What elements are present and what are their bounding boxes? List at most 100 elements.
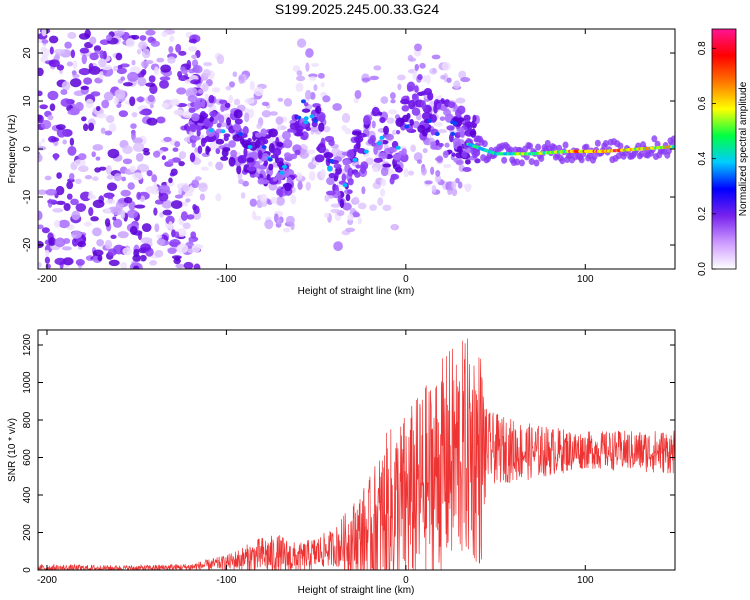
spectrogram-cell [399,153,409,163]
spectrogram-cell [360,164,367,174]
spectrogram-heatmap [38,29,675,269]
spectrogram-cell [451,188,458,197]
spectrogram-cell [113,244,125,255]
spectrogram-cell [421,111,432,121]
spectrogram-cell [320,82,325,88]
spectrogram-cell [257,149,263,160]
spectrogram-cell [325,190,336,196]
spectrogram-cell [208,128,214,133]
spectrogram-cell [197,145,203,154]
spectrogram-cell [276,141,284,147]
spectrogram-cell [161,31,168,38]
spectrogram-cell [437,142,444,147]
spectrogram-cell [53,49,66,55]
spectrogram-cell [403,168,409,178]
spectrogram-cell [317,143,327,154]
spectrogram-cell [249,198,257,207]
spectrogram-ytick-label: -20 [22,237,33,252]
spectrogram-cell [115,52,123,61]
spectrogram-cell [306,149,316,155]
spectrogram-cell [48,59,60,68]
spectrogram-cell [117,231,129,239]
spectrogram-cell [139,110,149,115]
spectrogram-cell [267,157,273,162]
spectrogram-cell [75,259,85,266]
spectrogram-cell [535,143,542,151]
spectrogram-cell [442,163,452,169]
spectrogram-cell [464,159,471,165]
spectrogram-cell [436,103,442,110]
spectrogram-cell [412,70,418,81]
spectrogram-cell [357,147,366,154]
spectrogram-cell [189,152,196,163]
spectrogram-cell [382,163,392,168]
snr-xtick-label: -100 [216,575,236,586]
spectrogram-cell [533,159,540,167]
spectrogram-cell [122,247,132,256]
spectrogram-cell [171,157,181,163]
spectrogram-cell [136,191,142,200]
spectrogram-cell [186,59,192,70]
spectrogram-cell [341,112,351,123]
spectrogram-cell [70,49,76,59]
snr-series-line [37,338,676,572]
spectrogram-cell [392,153,402,161]
spectrogram-cell [208,94,215,104]
spectrogram-cell [183,261,194,269]
spectrogram-cell [371,120,376,129]
snr-xtick-label: 100 [577,575,594,586]
spectrogram-cell [122,145,133,155]
spectrogram-cell [290,221,295,231]
spectrogram-cell [151,174,158,183]
spectrogram-cell [322,95,331,103]
spectrogram-cell [44,256,51,264]
spectrogram-cell [450,131,456,136]
spectrogram-cell [316,146,321,151]
spectrogram-cell [395,145,401,150]
spectrogram-cell [411,93,418,100]
spectrogram-cell [92,176,99,182]
spectrogram-cell [441,61,451,71]
spectrogram-cell [435,169,441,177]
spectrogram-cell [66,61,74,67]
spectrogram-cell [185,87,198,96]
spectrogram-cell [61,80,71,91]
spectrogram-cell [434,131,440,136]
spectrogram-cell [461,151,468,158]
spectrogram-cell [140,243,151,252]
spectrogram-cell [283,138,293,149]
spectrogram-cell [303,120,309,125]
spectrogram-cell [90,91,101,97]
spectrogram-cell [345,193,351,202]
spectrogram-cell [402,114,409,123]
spectrogram-cell [397,168,402,173]
spectrogram-cell [455,109,462,118]
spectrogram-cell [152,150,161,158]
spectrogram-cell [341,124,348,132]
spectrogram-cell [261,145,267,150]
snr-ylabel: SNR (10 * v/v) [7,418,18,482]
spectrogram-cell [154,249,164,258]
spectrogram-cell [361,186,366,195]
spectrogram-cell [395,117,405,127]
spectrogram-cell [239,137,245,145]
spectrogram-cell [188,38,198,44]
snr-ytick-label: 1000 [22,371,33,394]
spectrogram-cell [446,77,452,83]
spectrogram-cell [233,98,241,106]
spectrogram-cell [467,124,473,131]
spectrogram-cell [130,123,137,129]
spectrogram-cell [246,157,255,163]
spectrogram-cell [329,159,335,164]
spectrogram-cell [183,200,188,207]
spectrogram-cell [240,192,246,199]
spectrogram-cell [186,214,195,220]
spectrogram-cell [223,133,231,138]
spectrogram-cell [296,129,303,137]
spectrogram-cell [169,100,180,107]
spectrogram-cell [122,82,133,87]
spectrogram-cell [404,124,410,129]
